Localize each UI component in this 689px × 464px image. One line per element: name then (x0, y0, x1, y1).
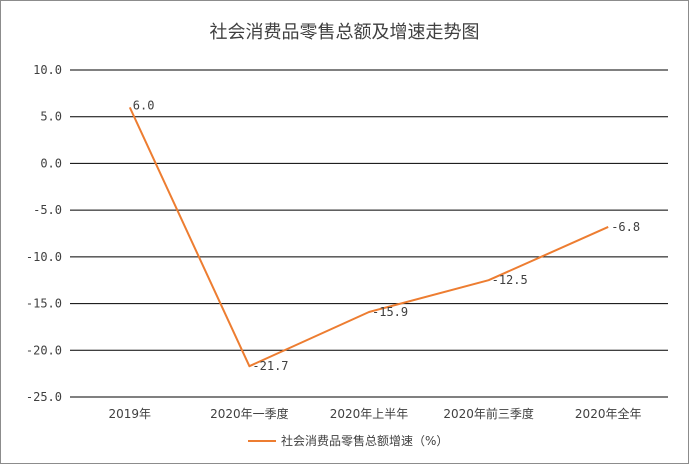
y-tick-label: -25.0 (26, 390, 62, 404)
legend: 社会消费品零售总额增速（%） (248, 433, 448, 448)
x-category-label: 2020年前三季度 (443, 406, 534, 421)
data-label: -6.8 (611, 220, 640, 234)
y-tick-label: -5.0 (33, 203, 62, 217)
x-category-label: 2020年全年 (575, 406, 642, 421)
chart-title: 社会消费品零售总额及增速走势图 (209, 22, 480, 43)
data-labels: 6.0 -21.7 -15.9 -12.5 -6.8 (133, 98, 640, 373)
y-tick-label: 0.0 (40, 156, 62, 170)
x-category-label: 2019年 (109, 407, 152, 421)
y-tick-label: 10.0 (33, 63, 62, 77)
data-label: -12.5 (492, 273, 528, 287)
series-layer (128, 106, 609, 368)
y-tick-label: -15.0 (26, 297, 62, 311)
legend-label: 社会消费品零售总额增速（%） (281, 433, 448, 448)
data-label: -21.7 (252, 359, 288, 373)
y-tick-label: -20.0 (26, 343, 62, 357)
y-tick-label: 5.0 (40, 110, 62, 124)
x-category-label: 2020年上半年 (330, 407, 409, 421)
gridlines (70, 69, 668, 398)
series-line (128, 106, 609, 368)
data-label: -15.9 (372, 305, 408, 319)
x-axis-category-labels: 2019年 2020年一季度 2020年上半年 2020年前三季度 2020年全年 (109, 406, 642, 421)
y-axis-tick-labels: 10.0 5.0 0.0 -5.0 -10.0 -15.0 -20.0 -25.0 (26, 63, 62, 404)
y-tick-label: -10.0 (26, 250, 62, 264)
x-category-label: 2020年一季度 (210, 406, 289, 421)
data-label: 6.0 (133, 98, 155, 112)
